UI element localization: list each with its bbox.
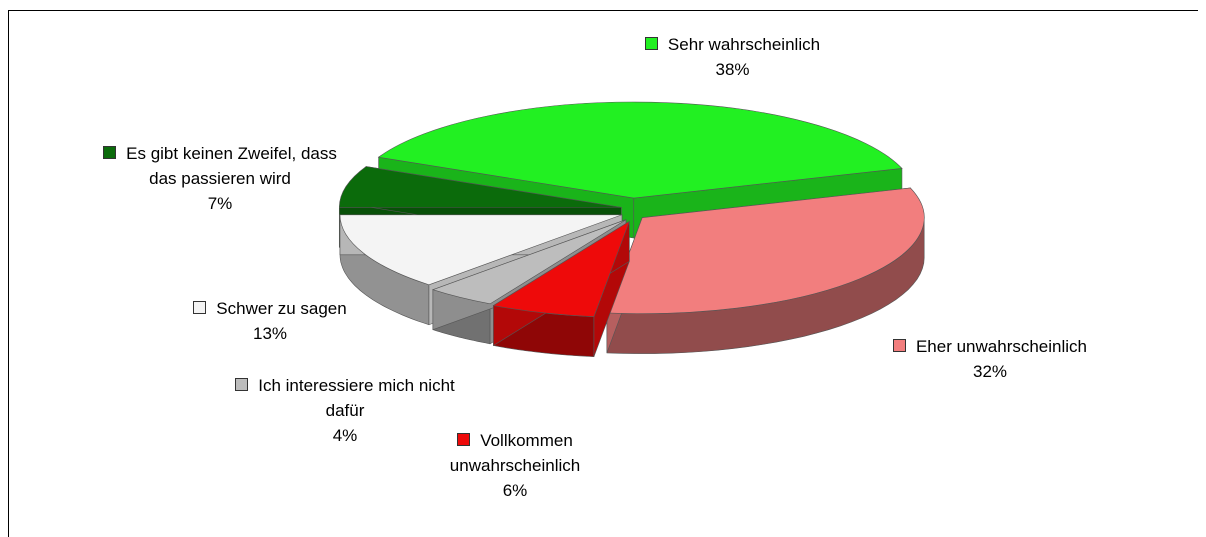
value-label: 32%	[972, 362, 1008, 381]
category-label: Sehr wahrscheinlich	[667, 35, 821, 54]
slice	[431, 219, 627, 305]
value-label: 4%	[332, 426, 358, 445]
legend-marker	[193, 301, 207, 314]
slice	[492, 220, 630, 317]
legend-marker	[457, 433, 471, 446]
category-label: Eher unwahrscheinlich	[915, 337, 1088, 356]
slice-label: Schwer zu sagen 13%	[170, 296, 370, 346]
value-label: 6%	[502, 481, 528, 500]
slice-label: Eher unwahrscheinlich 32%	[865, 334, 1115, 384]
slice	[338, 166, 622, 208]
value-label: 38%	[715, 60, 750, 79]
slice-label: Sehr wahrscheinlich 38%	[610, 32, 855, 82]
legend-marker	[103, 146, 117, 159]
slice-label: Es gibt keinen Zweifel, dass das passier…	[95, 141, 345, 216]
slice	[377, 101, 903, 199]
category-label: Vollkommen unwahrscheinlich	[449, 431, 581, 475]
slice-label: Vollkommen unwahrscheinlich 6%	[415, 428, 615, 503]
legend-marker	[892, 339, 906, 352]
slice	[606, 187, 925, 314]
category-label: Es gibt keinen Zweifel, dass das passier…	[126, 144, 337, 188]
value-label: 13%	[252, 324, 288, 343]
slice	[339, 214, 623, 286]
legend-marker	[235, 378, 249, 391]
legend-marker	[644, 37, 658, 50]
value-label: 7%	[207, 194, 233, 213]
category-label: Schwer zu sagen	[216, 299, 347, 318]
slice-label: Ich interessiere mich nicht dafür 4%	[230, 373, 460, 448]
category-label: Ich interessiere mich nicht dafür	[258, 376, 455, 420]
